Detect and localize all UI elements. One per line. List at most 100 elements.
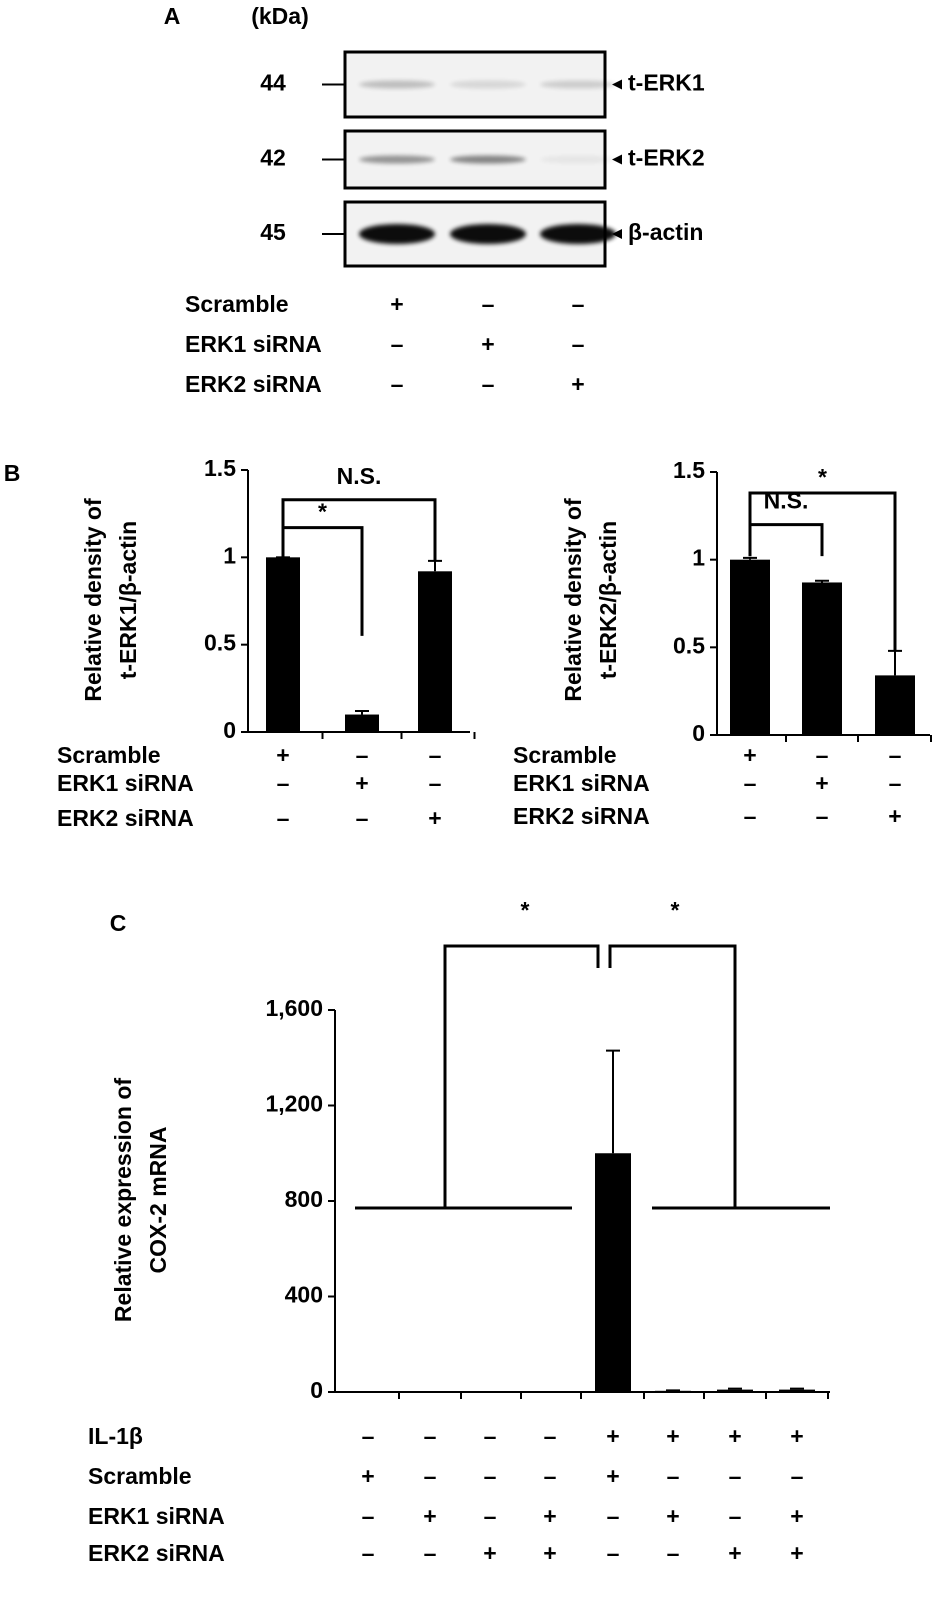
condition-sign: – [791, 1463, 804, 1489]
condition-sign: + [483, 1540, 496, 1566]
significance-bracket [608, 944, 830, 1210]
mw-label: 44 [260, 70, 286, 96]
blot-band [359, 80, 435, 89]
blot-band [450, 155, 526, 164]
condition-sign: + [355, 770, 368, 796]
significance-bracket [281, 526, 364, 636]
y-tick-label: 800 [285, 1186, 323, 1212]
y-tick-label: 0 [692, 720, 705, 746]
condition-sign: – [277, 805, 290, 831]
condition-sign: + [666, 1503, 679, 1529]
condition-sign: – [391, 371, 404, 397]
condition-sign: – [482, 291, 495, 317]
significance-label: * [818, 464, 827, 490]
condition-sign: – [484, 1423, 497, 1449]
unit-label: (kDa) [251, 3, 309, 29]
condition-sign: + [790, 1540, 803, 1566]
condition-name: Scramble [57, 742, 161, 768]
y-tick-label: 1,600 [265, 995, 323, 1021]
y-axis-label: COX-2 mRNA [145, 1127, 171, 1274]
condition-sign: + [815, 770, 828, 796]
blot-band [450, 224, 526, 244]
condition-sign: – [572, 291, 585, 317]
condition-sign: – [277, 770, 290, 796]
significance-bracket [748, 523, 824, 557]
condition-sign: – [356, 742, 369, 768]
significance-label: N.S. [764, 488, 809, 514]
significance-label: * [318, 499, 327, 525]
condition-sign: – [362, 1540, 375, 1566]
y-axis-label: Relative expression of [110, 1078, 136, 1322]
error-bar [815, 579, 829, 583]
band-label: t-ERK1 [628, 70, 705, 96]
y-axis-label: t-ERK2/β-actin [595, 521, 621, 679]
band-arrow [612, 154, 622, 165]
blot-band [540, 224, 616, 244]
mw-label: 42 [260, 145, 286, 171]
bar [418, 571, 452, 732]
y-tick-label: 0.5 [673, 632, 705, 658]
bar [802, 582, 842, 735]
significance-label: N.S. [337, 463, 382, 489]
bar [595, 1153, 631, 1392]
significance-bracket [281, 498, 437, 561]
condition-sign: + [390, 291, 403, 317]
y-tick-label: 1.5 [673, 457, 705, 483]
condition-sign: + [728, 1423, 741, 1449]
y-tick-label: 1 [223, 542, 236, 568]
error-bar [743, 556, 757, 560]
panel-letter: A [164, 3, 181, 29]
condition-sign: + [888, 803, 901, 829]
error-bar [606, 1049, 620, 1154]
condition-name: ERK2 siRNA [513, 803, 650, 829]
band-label: β-actin [628, 219, 703, 245]
condition-sign: + [428, 805, 441, 831]
condition-sign: + [543, 1503, 556, 1529]
condition-sign: – [429, 770, 442, 796]
condition-sign: + [790, 1423, 803, 1449]
condition-sign: – [484, 1463, 497, 1489]
significance-bracket [355, 944, 600, 1210]
condition-sign: – [572, 331, 585, 357]
condition-sign: – [424, 1423, 437, 1449]
condition-sign: – [729, 1503, 742, 1529]
condition-sign: – [362, 1503, 375, 1529]
significance-label: * [521, 897, 530, 923]
bar [730, 559, 770, 735]
condition-sign: – [482, 371, 495, 397]
y-tick-label: 0 [223, 717, 236, 743]
condition-sign: + [790, 1503, 803, 1529]
error-bar [728, 1387, 742, 1390]
error-bar [355, 710, 369, 715]
bar [266, 557, 300, 732]
condition-sign: – [429, 742, 442, 768]
condition-sign: – [816, 742, 829, 768]
condition-sign: + [743, 742, 756, 768]
condition-sign: – [356, 805, 369, 831]
error-bar [790, 1387, 804, 1390]
bar [875, 675, 915, 735]
condition-sign: – [729, 1463, 742, 1489]
condition-sign: – [816, 803, 829, 829]
condition-sign: – [424, 1463, 437, 1489]
condition-sign: – [667, 1463, 680, 1489]
band-arrow [612, 229, 622, 239]
condition-name: ERK1 siRNA [185, 331, 322, 357]
y-axis-label: t-ERK1/β-actin [115, 521, 141, 679]
condition-sign: + [543, 1540, 556, 1566]
condition-sign: – [744, 803, 757, 829]
condition-sign: – [424, 1540, 437, 1566]
band-label: t-ERK2 [628, 145, 705, 171]
bar [345, 714, 379, 732]
panel-letter: B [4, 460, 21, 486]
condition-name: Scramble [513, 742, 617, 768]
condition-name: ERK2 siRNA [88, 1540, 225, 1566]
condition-sign: – [544, 1423, 557, 1449]
y-axis-label: Relative density of [80, 498, 106, 702]
significance-label: * [671, 897, 680, 923]
y-tick-label: 1,200 [265, 1091, 323, 1117]
error-bar [428, 559, 442, 572]
y-tick-label: 1 [692, 545, 705, 571]
y-tick-label: 400 [285, 1282, 323, 1308]
